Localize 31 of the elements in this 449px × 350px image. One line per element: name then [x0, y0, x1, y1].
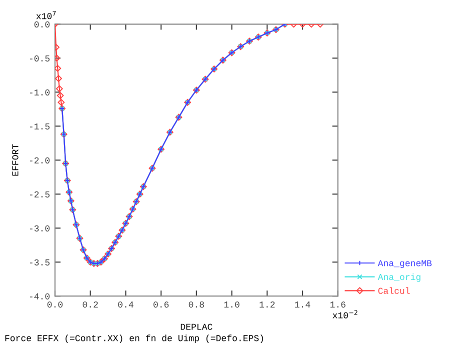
- x-tick-label: 1.0: [224, 301, 240, 308]
- legend-label: Calcul: [378, 287, 410, 294]
- legend-label: Ana_orig: [378, 273, 420, 282]
- legend-label: Ana_geneMB: [378, 260, 432, 268]
- point: [56, 85, 63, 92]
- y-axis-title: EFFORT: [12, 144, 18, 176]
- y-tick-label: -2.0: [30, 157, 50, 164]
- x-tick-label: 0.4: [118, 301, 134, 308]
- x-tick-label: 0.6: [154, 301, 169, 308]
- x-tick-label: 0.0: [47, 301, 63, 308]
- y-tick-label: -2.5: [30, 191, 50, 198]
- y-tick-label: -1.0: [30, 89, 50, 96]
- y-tick-label: -3.5: [30, 259, 50, 266]
- x-tick-label: 1.2: [260, 301, 275, 308]
- x-tick-label: 1.6: [330, 301, 346, 308]
- y-tick-label: 0.0: [34, 21, 50, 28]
- x-tick-label: 1.4: [295, 302, 310, 308]
- y-tick-label: -4.0: [30, 293, 50, 300]
- text: x10$^{7}$: [36, 11, 56, 20]
- point: [55, 75, 62, 82]
- y-tick-label: -1.5: [30, 123, 50, 130]
- x-tick-label: 0.2: [82, 301, 98, 308]
- y-tick-label: -3.0: [30, 225, 50, 232]
- x-tick-label: 0.8: [188, 301, 204, 308]
- point: [55, 64, 62, 72]
- point: [56, 92, 64, 99]
- text: Force EFFX (=Contr.XX) en fn de Uimp (=Defo.EPS): [5, 334, 264, 343]
- x-axis-title: DEPLAC: [180, 324, 212, 330]
- point: [58, 98, 65, 106]
- text: x10$^{−2}$: [332, 310, 358, 318]
- y-tick-label: -0.5: [30, 55, 50, 62]
